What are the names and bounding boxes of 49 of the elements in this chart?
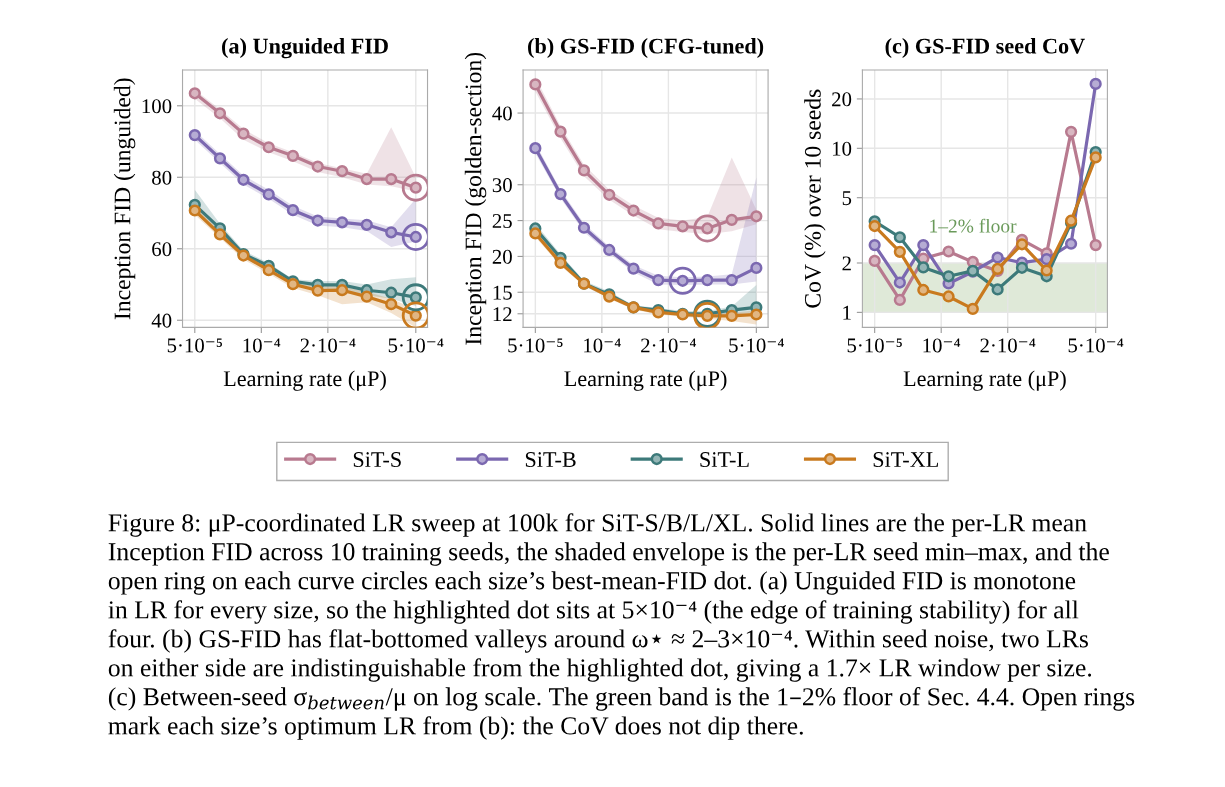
y-tick-label: 2	[842, 256, 851, 271]
x-tick-label: 2·10⁻⁴	[980, 338, 1036, 353]
x-axis-title: Learning rate (μP)	[223, 370, 386, 391]
x-tick-label: 10⁻⁴	[584, 338, 621, 353]
x-tick-label: 10⁻⁴	[923, 338, 961, 353]
legend-label: SiT-B	[525, 452, 576, 468]
x-axis-title: Learning rate (μP)	[903, 370, 1066, 391]
y-tick-label: 20	[832, 92, 852, 107]
text: (c) Between-seed σ$_{between}$/μ on log scale. The green band is the 1–2% floor of Sec. 4.4. Open rings	[108, 687, 1135, 711]
y-axis-title: CoV (%) over 10 seeds	[804, 89, 826, 308]
x-tick-label: 5·10⁻⁴	[388, 338, 444, 353]
legend-label: SiT-L	[700, 452, 749, 468]
x-axis-title: Learning rate (μP)	[564, 370, 727, 391]
legend-label: SiT-XL	[873, 452, 938, 468]
y-tick-label: 25	[492, 214, 512, 229]
y-tick-label: 40	[492, 106, 512, 121]
x-tick-label: 10⁻⁴	[243, 338, 281, 353]
legend-label: SiT-S	[353, 452, 401, 468]
chart-title: (a) Unguided FID	[222, 37, 388, 59]
y-tick-label: 80	[152, 170, 172, 185]
x-tick-label: 5·10⁻⁵	[847, 338, 902, 353]
band-label: 1–2% floor	[930, 218, 1017, 233]
text: on either side are indistinguishable from the highlighted dot, giving a 1.7× LR window per size.	[108, 658, 1092, 682]
text: open ring on each curve circles each size’s best-mean-FID dot. (a) Unguided FID is monotone	[108, 571, 1076, 595]
x-tick-label: 5·10⁻⁴	[1068, 338, 1124, 353]
x-tick-label: 2·10⁻⁴	[300, 338, 356, 353]
y-tick-label: 60	[152, 242, 172, 257]
y-tick-label: 1	[843, 305, 851, 320]
y-tick-label: 40	[151, 313, 172, 328]
x-tick-label: 5·10⁻⁵	[508, 338, 563, 353]
text: Inception FID across 10 training seeds, the shaded envelope is the per-LR seed min–max, and the	[108, 542, 1109, 566]
y-axis-title: Inception FID (unguided)	[113, 78, 136, 320]
x-tick-label: 5·10⁻⁴	[729, 338, 784, 353]
chart-title: (c) GS-FID seed CoV	[885, 37, 1085, 59]
y-axis-title: Inception FID (golden-section)	[464, 52, 487, 345]
x-tick-label: 2·10⁻⁴	[641, 338, 697, 353]
y-tick-label: 10	[832, 141, 852, 156]
caption: Figure 8: μP-coordinated LR sweep at 100k for SiT-S/B/L/XL. Solid lines are the per-LR mean	[108, 513, 1087, 537]
text: four. (b) GS-FID has flat-bottomed valleys around ω⋆ ≈ 2–3×10⁻⁴. Within seed noise, two LRs	[108, 629, 1088, 653]
y-tick-label: 15	[493, 285, 512, 300]
text: in LR for every size, so the highlighted dot sits at 5×10⁻⁴ (the edge of training stability) for all	[108, 600, 1079, 624]
x-tick-label: 5·10⁻⁵	[167, 338, 222, 353]
text: mark each size’s optimum LR from (b): the CoV does not dip there.	[108, 716, 803, 740]
y-tick-label: 30	[492, 178, 512, 193]
y-tick-label: 5	[842, 191, 852, 206]
y-tick-label: 100	[142, 99, 172, 114]
y-tick-label: 20	[492, 249, 512, 264]
y-tick-label: 12	[493, 307, 512, 321]
chart-title: (b) GS-FID (CFG-tuned)	[528, 37, 764, 59]
